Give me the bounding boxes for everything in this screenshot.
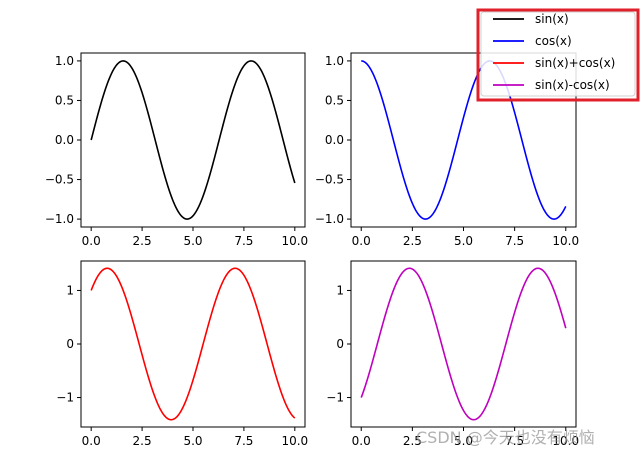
x-tick-label: 7.5 <box>505 434 524 448</box>
x-tick-label: 7.5 <box>234 434 253 448</box>
x-tick-label: 10.0 <box>281 234 308 248</box>
y-tick-label: −1 <box>56 391 74 405</box>
x-tick-label: 5.0 <box>183 434 202 448</box>
series-line-1-1 <box>90 60 296 220</box>
y-tick-label: −0.5 <box>315 173 344 187</box>
y-tick-label: 0 <box>66 337 74 351</box>
legend-box <box>480 11 636 97</box>
legend-label: sin(x)-cos(x) <box>535 78 610 92</box>
x-tick-label: 2.5 <box>133 234 152 248</box>
x-tick-label: 0.0 <box>82 434 101 448</box>
subplot-3: 0.0 2.5 5.0 7.5 10.0 −1 0 1 <box>56 260 308 448</box>
x-tick-label: 2.5 <box>133 434 152 448</box>
y-tick-label: −1 <box>326 391 344 405</box>
x-tick-label: 10.0 <box>281 434 308 448</box>
x-tick-label: 5.0 <box>454 234 473 248</box>
watermark: CSDN @今天也没有烦恼 <box>416 428 595 447</box>
x-tick-label: 5.0 <box>454 434 473 448</box>
x-tick-label: 2.5 <box>403 234 422 248</box>
x-tick-label: 0.0 <box>82 234 101 248</box>
x-tick-label: 10.0 <box>552 434 579 448</box>
subplot-2: 0.0 2.5 5.0 7.5 10.0 −1.0 −0.5 0.0 0.5 1.0 <box>315 52 579 248</box>
legend-highlight-frame <box>476 8 640 102</box>
axes-frame <box>80 260 306 428</box>
x-tick-label: 0.0 <box>352 234 371 248</box>
x-tick-label: 7.5 <box>234 234 253 248</box>
series-line-3-1 <box>90 267 296 421</box>
y-tick-label: 1.0 <box>325 54 344 68</box>
x-tick-label: 2.5 <box>403 434 422 448</box>
axes-frame <box>80 52 306 228</box>
y-tick-label: 0.0 <box>325 133 344 147</box>
legend-label: cos(x) <box>535 34 572 48</box>
subplot-1: 0.0 2.5 5.0 7.5 10.0 −1.0 −0.5 0.0 0.5 1.0 <box>45 52 308 248</box>
series-line-2-1 <box>361 60 567 220</box>
y-tick-label: 1 <box>66 283 74 297</box>
y-tick-label: 1.0 <box>55 54 74 68</box>
y-tick-label: −0.5 <box>45 173 74 187</box>
series-line-4-1 <box>360 267 567 421</box>
legend: sin(x) cos(x) sin(x)+cos(x) sin(x)-cos(x) <box>476 8 640 102</box>
y-tick-label: −1.0 <box>45 212 74 226</box>
x-tick-label: 10.0 <box>552 234 579 248</box>
x-tick-label: 7.5 <box>505 234 524 248</box>
x-tick-label: 0.0 <box>352 434 371 448</box>
y-tick-label: 0.5 <box>325 93 344 107</box>
axes-frame <box>350 260 577 428</box>
y-tick-label: −1.0 <box>315 212 344 226</box>
x-tick-label: 5.0 <box>183 234 202 248</box>
y-tick-label: 1 <box>336 283 344 297</box>
legend-label: sin(x)+cos(x) <box>535 56 615 70</box>
y-tick-label: 0.5 <box>55 93 74 107</box>
legend-label: sin(x) <box>535 12 569 26</box>
y-tick-label: 0.0 <box>55 133 74 147</box>
y-tick-label: 0 <box>336 337 344 351</box>
subplot-4: 0.0 2.5 5.0 7.5 10.0 −1 0 1 <box>326 260 579 448</box>
